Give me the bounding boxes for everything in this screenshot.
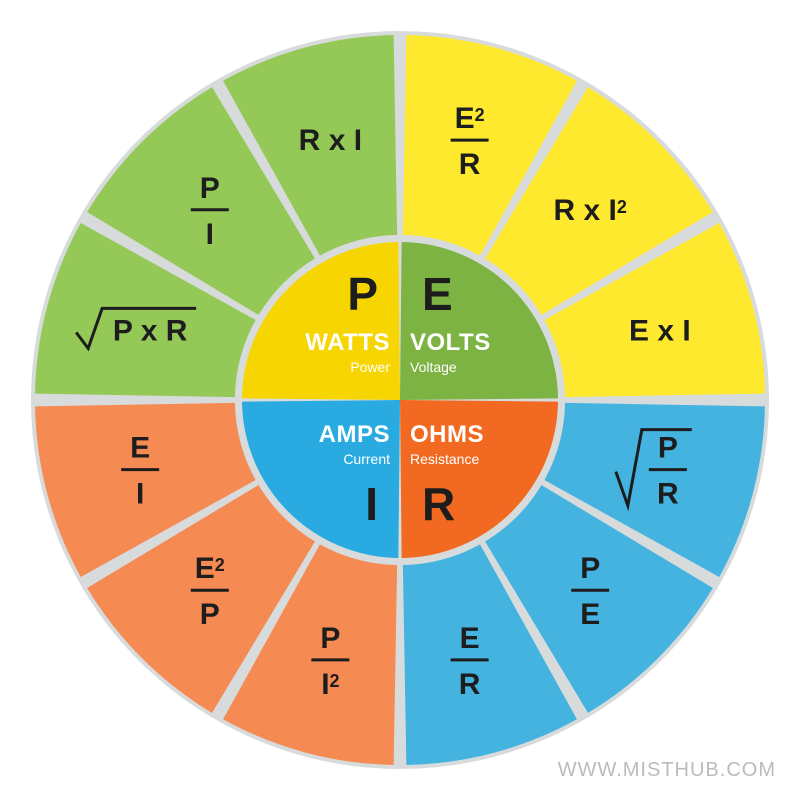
center-symbol-I: I: [365, 478, 378, 530]
center-desc-I: Current: [343, 451, 390, 467]
formula: R x I2: [554, 194, 627, 227]
formula-text: E x I: [629, 314, 691, 347]
center-desc-P: Power: [350, 359, 390, 375]
formula: R x I: [299, 124, 362, 157]
formula-text: P: [658, 432, 678, 465]
formula: E x I: [629, 314, 691, 347]
formula-text: E: [460, 622, 480, 655]
ohms-law-wheel: P WATTS Power E VOLTS Voltage R OHMS Resistance I…: [0, 0, 800, 800]
formula-text: P: [580, 552, 600, 585]
formula-text: I: [206, 218, 214, 251]
formula-text: R x I: [299, 124, 362, 157]
formula-text: P: [320, 622, 340, 655]
formula-text: E: [130, 432, 150, 465]
center-desc-E: Voltage: [410, 359, 457, 375]
formula-text: E: [580, 598, 600, 631]
center-unit-R: OHMS: [410, 421, 484, 448]
formula-text: R: [459, 148, 481, 181]
center-unit-I: AMPS: [319, 421, 390, 448]
center-symbol-P: P: [347, 268, 378, 320]
center-unit-P: WATTS: [305, 329, 390, 356]
formula-text: R: [657, 478, 679, 511]
formula-text: P x R: [113, 314, 188, 347]
formula-text: R: [459, 668, 481, 701]
center-unit-E: VOLTS: [410, 329, 491, 356]
center-desc-R: Resistance: [410, 451, 479, 467]
formula-text: P: [200, 598, 220, 631]
center-symbol-R: R: [422, 478, 455, 530]
formula-text: P: [200, 172, 220, 205]
watermark: WWW.MISTHUB.COM: [558, 759, 776, 782]
formula-text: I: [136, 478, 144, 511]
formula-text: R x I2: [554, 194, 627, 227]
center-symbol-E: E: [422, 268, 453, 320]
